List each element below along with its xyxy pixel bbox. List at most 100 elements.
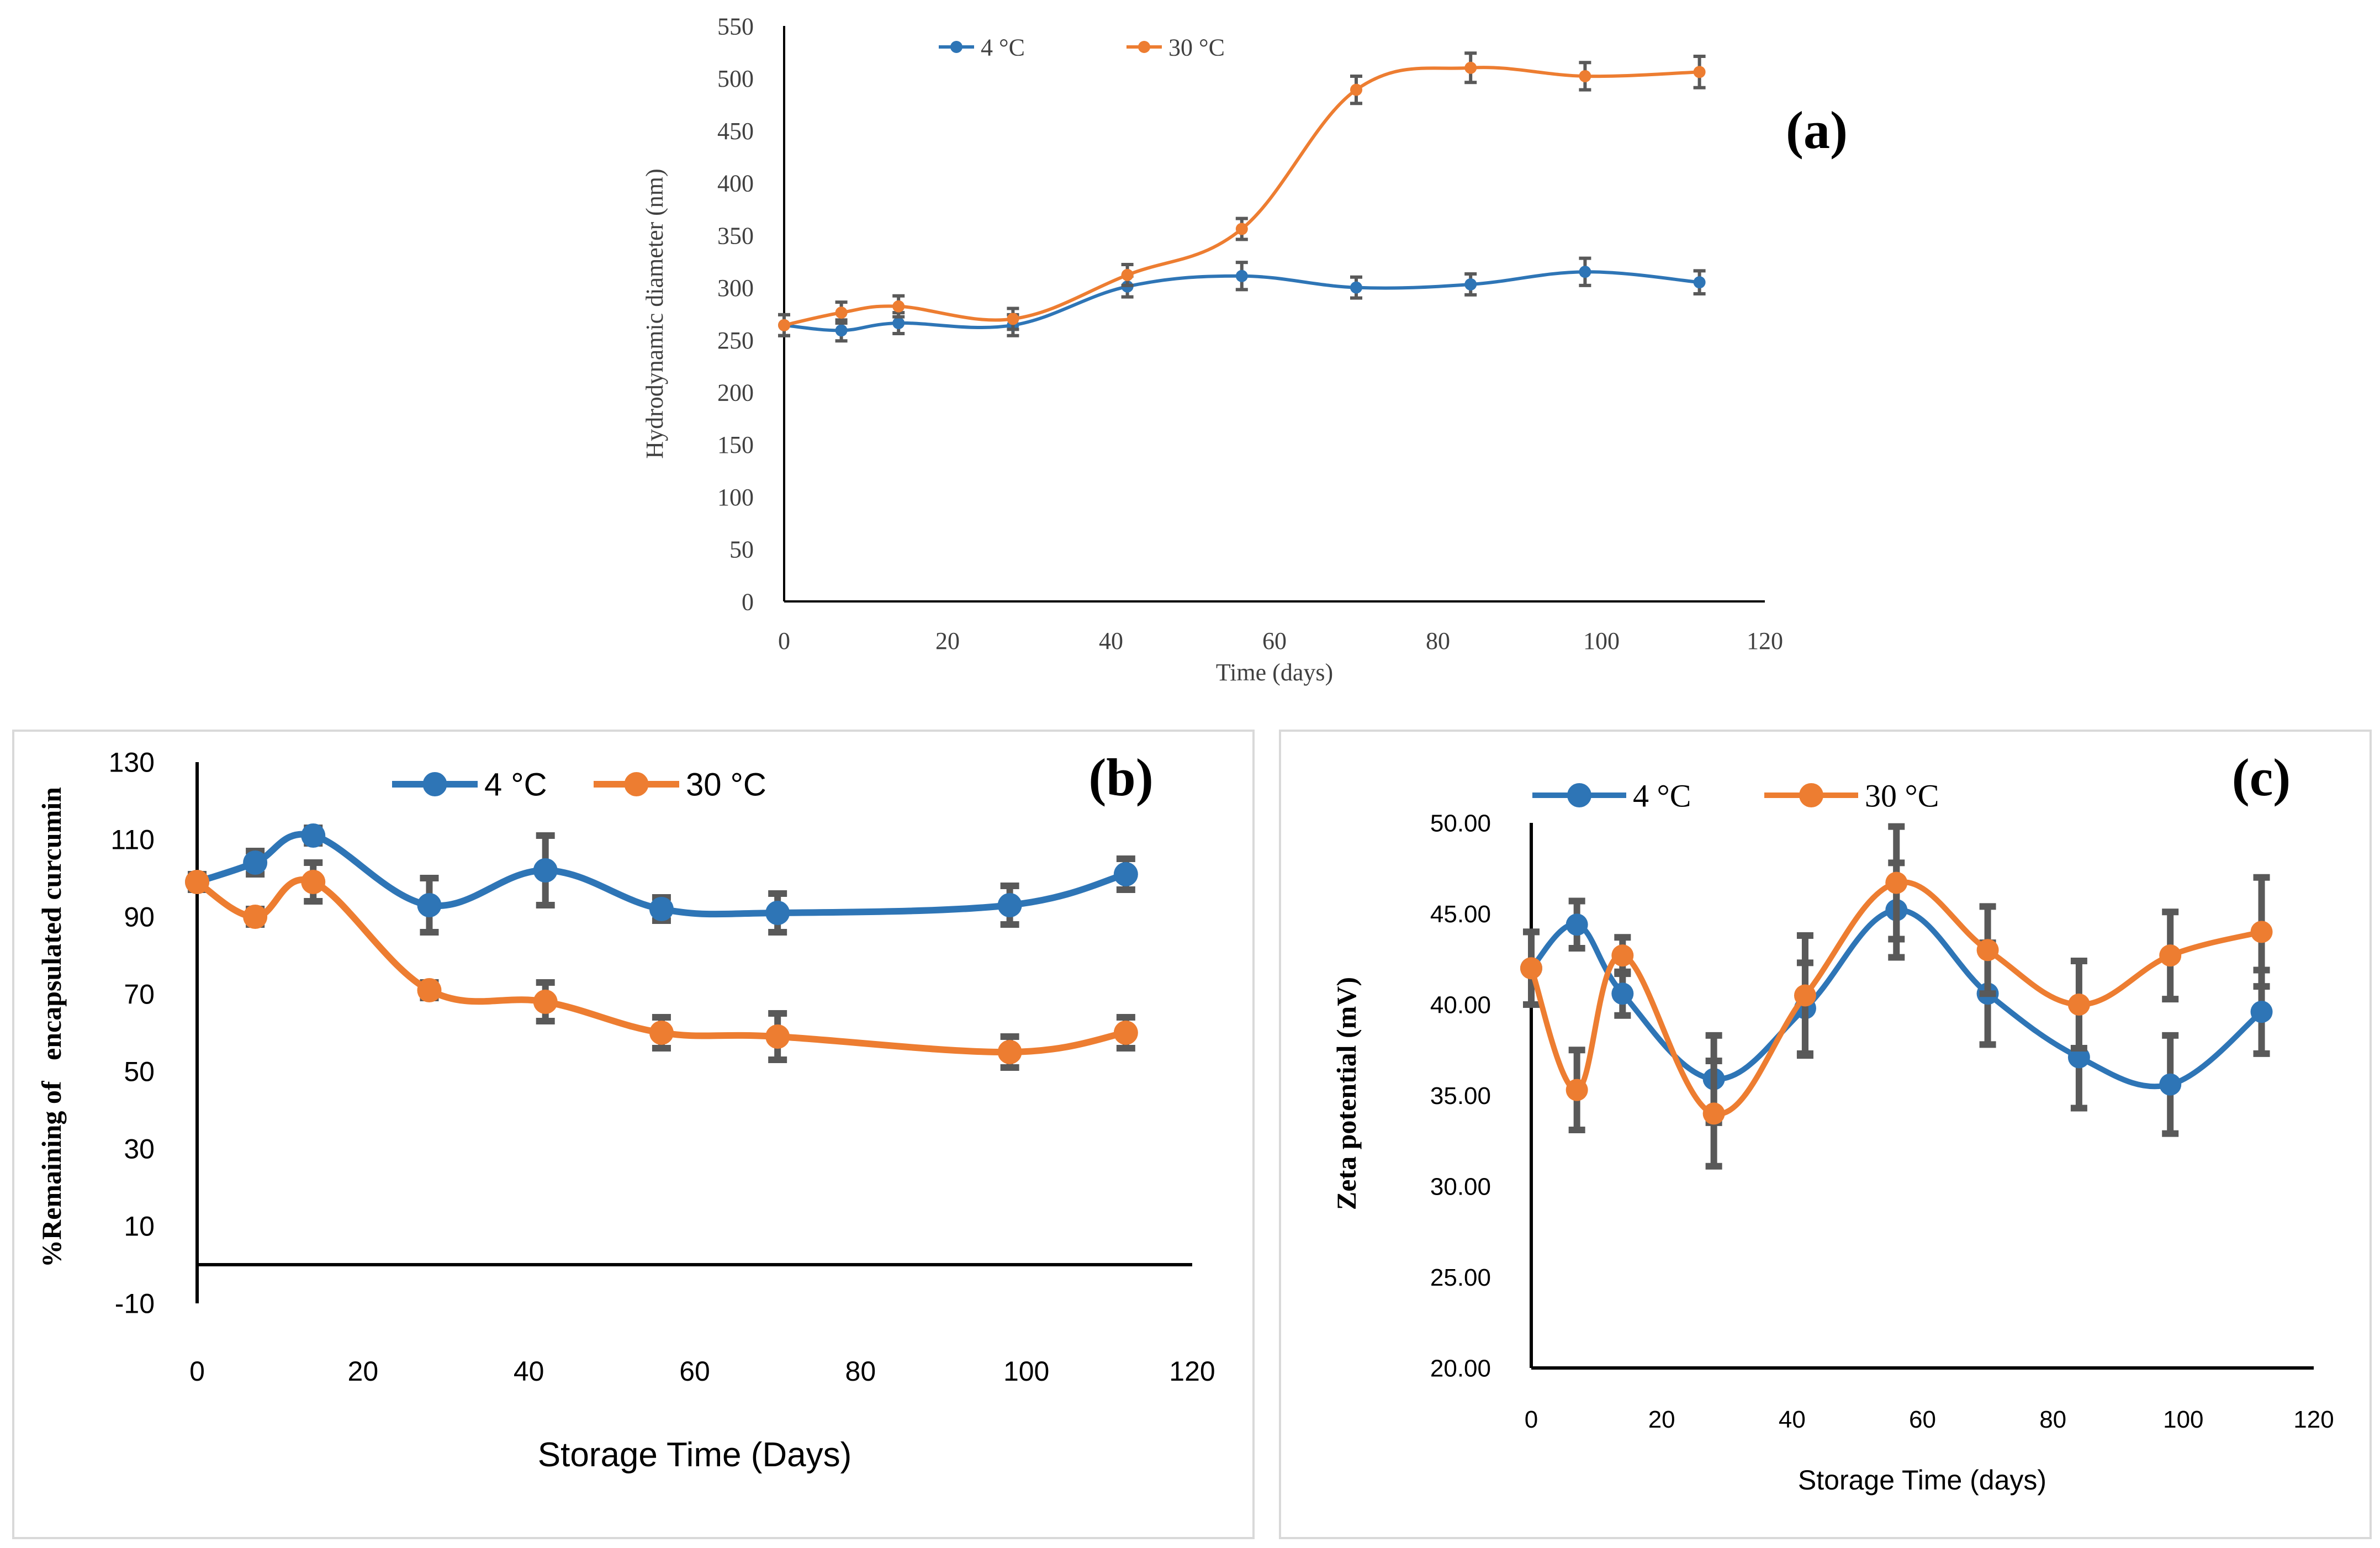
y-tick-label: 90 [124, 902, 155, 933]
data-point [1565, 913, 1588, 936]
legend-marker [422, 772, 447, 796]
x-tick-label: 60 [679, 1356, 710, 1387]
data-point [2250, 921, 2273, 943]
chart-panel-b: 0 20 40 60 80 100 120 -10 10 30 50 70 90 110 130 Storag… [36, 747, 1215, 1475]
y-axis-title: Hydrodynamic diameter (nm) [641, 168, 668, 458]
data-point [2159, 944, 2182, 967]
data-point [997, 893, 1022, 917]
data-point [892, 300, 905, 313]
data-point [533, 858, 558, 883]
x-axis-title: Storage Time (Days) [538, 1436, 852, 1474]
y-tick-label: 45.00 [1430, 901, 1491, 928]
data-point [997, 1040, 1022, 1064]
y-tick-label: -10 [115, 1288, 155, 1319]
x-tick-label: 80 [1426, 627, 1450, 654]
data-point [2250, 1001, 2273, 1023]
series-orange [778, 51, 1706, 337]
series-blue [185, 823, 1138, 936]
legend-marker [1799, 783, 1823, 807]
legend-label: 30 °C [1168, 34, 1225, 61]
data-point [1007, 313, 1019, 325]
data-point [1464, 61, 1477, 74]
data-point [533, 990, 558, 1014]
y-tick-label: 35.00 [1430, 1082, 1491, 1110]
legend-marker [624, 772, 649, 796]
legend-label: 4 °C [1633, 778, 1691, 813]
series-blue [778, 256, 1706, 343]
y-tick-label: 40.00 [1430, 991, 1491, 1018]
x-tick-label: 40 [1099, 627, 1123, 654]
panel-label: (b) [1088, 748, 1153, 807]
x-tick-label: 120 [1169, 1356, 1215, 1387]
y-tick-label: 70 [124, 979, 155, 1010]
data-point [243, 905, 268, 929]
x-tick-label: 20 [348, 1356, 379, 1387]
data-point [417, 978, 442, 1002]
chart-panel-a: 0 20 40 60 80 100 120 0 50 100 150 200 250 300 350 400 4… [641, 13, 1848, 686]
data-point [835, 307, 848, 319]
y-tick-label: 100 [717, 484, 754, 511]
data-point [1121, 268, 1134, 281]
y-tick-label: 50 [729, 536, 754, 563]
y-tick-label: 30.00 [1430, 1173, 1491, 1200]
y-tick-label: 130 [109, 747, 155, 778]
x-tick-label: 120 [2293, 1406, 2334, 1433]
data-point [1611, 982, 1634, 1005]
x-tick-label: 80 [845, 1356, 876, 1387]
legend-label: 4 °C [981, 34, 1025, 61]
data-point [2067, 994, 2090, 1016]
x-axis-title: Storage Time (days) [1798, 1465, 2046, 1496]
legend: 4 °C 30 °C [1532, 778, 1939, 813]
panel-c-frame [1279, 730, 2372, 1539]
y-tick-label: 550 [717, 13, 754, 40]
data-point [301, 823, 326, 848]
data-point [1579, 70, 1591, 82]
data-point [1611, 944, 1634, 967]
x-tick-label: 100 [1003, 1356, 1049, 1387]
y-axis-title: Zeta potential (mV) [1331, 977, 1362, 1210]
legend: 4 °C 30 °C [392, 767, 766, 802]
data-point [1520, 957, 1542, 980]
legend-marker [1138, 41, 1150, 53]
panel-label: (a) [1786, 101, 1848, 160]
data-point [2159, 1073, 2182, 1096]
series-line [784, 270, 1700, 332]
legend-item: 30 °C [1764, 778, 1939, 813]
data-point [765, 1024, 790, 1049]
data-point [1235, 223, 1248, 235]
data-point [1794, 984, 1816, 1007]
legend-item: 30 °C [594, 767, 766, 802]
data-point [1464, 278, 1477, 290]
y-tick-label: 10 [124, 1211, 155, 1242]
data-point [1885, 871, 1908, 894]
y-tick-label: 300 [717, 274, 754, 302]
data-point [892, 317, 905, 330]
y-tick-label: 200 [717, 379, 754, 406]
y-tick-label: 450 [717, 118, 754, 145]
legend-label: 4 °C [484, 767, 547, 802]
data-point [1350, 281, 1362, 294]
legend-item: 30 °C [1126, 34, 1225, 61]
x-tick-label: 80 [2039, 1406, 2066, 1433]
x-tick-label: 60 [1262, 627, 1287, 654]
panel-b-frame [12, 730, 1255, 1539]
x-tick-label: 40 [1779, 1406, 1806, 1433]
x-tick-label: 100 [1583, 627, 1620, 654]
data-point [835, 324, 848, 337]
series-orange [185, 859, 1138, 1071]
series-line [196, 831, 1127, 918]
y-tick-label: 110 [110, 825, 155, 855]
data-point [1693, 66, 1706, 78]
data-point [1235, 270, 1248, 282]
legend-marker [1567, 783, 1591, 807]
y-tick-label: 250 [717, 327, 754, 354]
x-tick-label: 0 [1525, 1406, 1538, 1433]
data-point [778, 319, 790, 331]
legend-label: 30 °C [686, 767, 766, 802]
x-tick-label: 60 [1909, 1406, 1936, 1433]
data-point [1579, 266, 1591, 278]
y-tick-label: 0 [742, 588, 754, 615]
y-tick-label: 350 [717, 222, 754, 249]
x-tick-label: 100 [2163, 1406, 2203, 1433]
